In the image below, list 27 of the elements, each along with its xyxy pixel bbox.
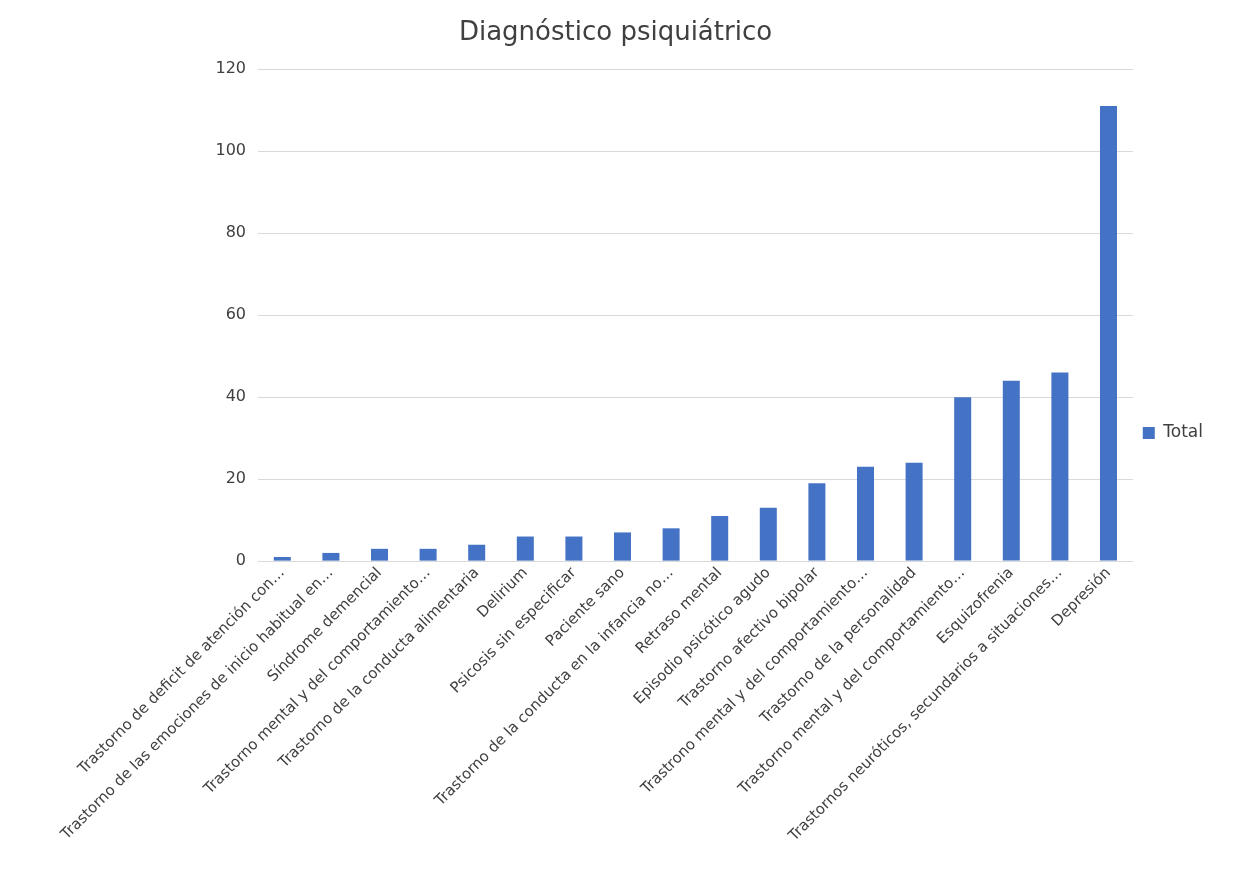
bar <box>1002 380 1020 561</box>
bar <box>662 528 680 561</box>
bar <box>1099 106 1117 561</box>
bar <box>468 544 486 561</box>
bar <box>613 532 631 561</box>
bar <box>905 462 923 561</box>
bar <box>516 536 534 561</box>
bar <box>954 397 972 561</box>
y-tick-label: 0 <box>235 550 246 570</box>
bar <box>1051 372 1069 561</box>
bar <box>371 548 389 561</box>
y-tick-label: 60 <box>225 304 246 324</box>
bar <box>808 483 826 561</box>
y-tick-label: 120 <box>215 58 246 78</box>
y-tick-label: 100 <box>215 140 246 160</box>
bar <box>711 516 729 561</box>
y-tick-label: 40 <box>225 386 246 406</box>
bar <box>273 557 291 561</box>
bar <box>759 507 777 561</box>
bar <box>856 466 874 561</box>
y-tick-label: 80 <box>225 222 246 242</box>
y-tick-label: 20 <box>225 468 246 488</box>
legend-label: Total <box>1162 421 1203 442</box>
bar <box>565 536 583 561</box>
chart-title: Diagnóstico psiquiátrico <box>458 16 773 47</box>
bar <box>419 548 437 561</box>
bar <box>322 552 340 561</box>
